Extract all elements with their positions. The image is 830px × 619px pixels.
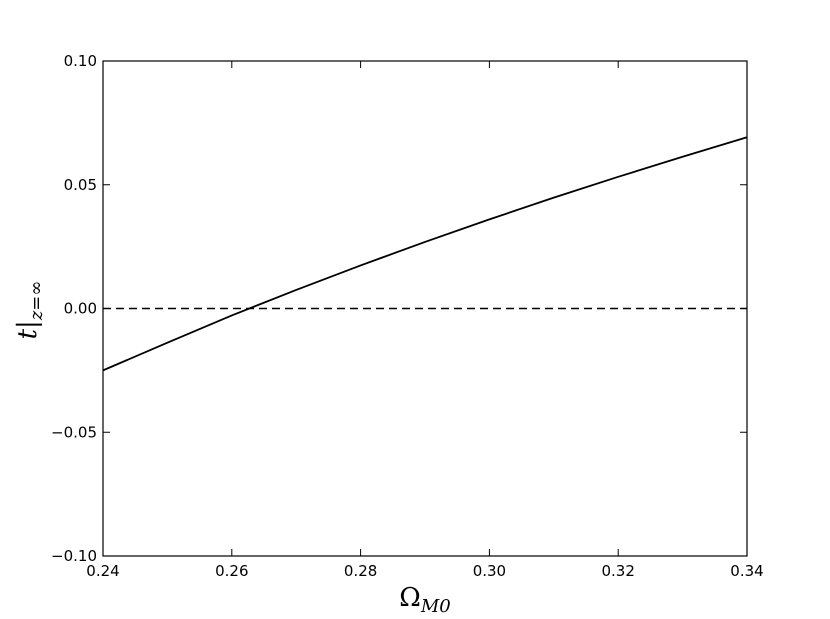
x-tick-label: 0.34 xyxy=(730,562,763,580)
y-tick-label: 0.10 xyxy=(64,52,97,70)
x-label-symbol: Ω xyxy=(399,583,421,613)
y-label-symbol: t| xyxy=(13,320,43,339)
x-axis-label: ΩM0 xyxy=(399,583,450,617)
y-tick-label: 0.05 xyxy=(64,176,97,194)
line xyxy=(102,136,748,372)
x-tick-label: 0.32 xyxy=(601,562,634,580)
y-tick-label: −0.05 xyxy=(51,423,97,441)
plot-frame xyxy=(102,60,748,557)
x-tick-label: 0.30 xyxy=(473,562,506,580)
y-tick-label: −0.10 xyxy=(51,547,97,565)
x-tick-label: 0.28 xyxy=(344,562,377,580)
x-tick-label: 0.24 xyxy=(86,562,119,580)
x-label-subscript: M0 xyxy=(420,596,451,617)
y-tick-label: 0.00 xyxy=(64,300,97,318)
y-label-subscript: z=∞ xyxy=(26,281,47,322)
y-axis-label: t|z=∞ xyxy=(13,281,47,340)
x-tick-label: 0.26 xyxy=(215,562,248,580)
